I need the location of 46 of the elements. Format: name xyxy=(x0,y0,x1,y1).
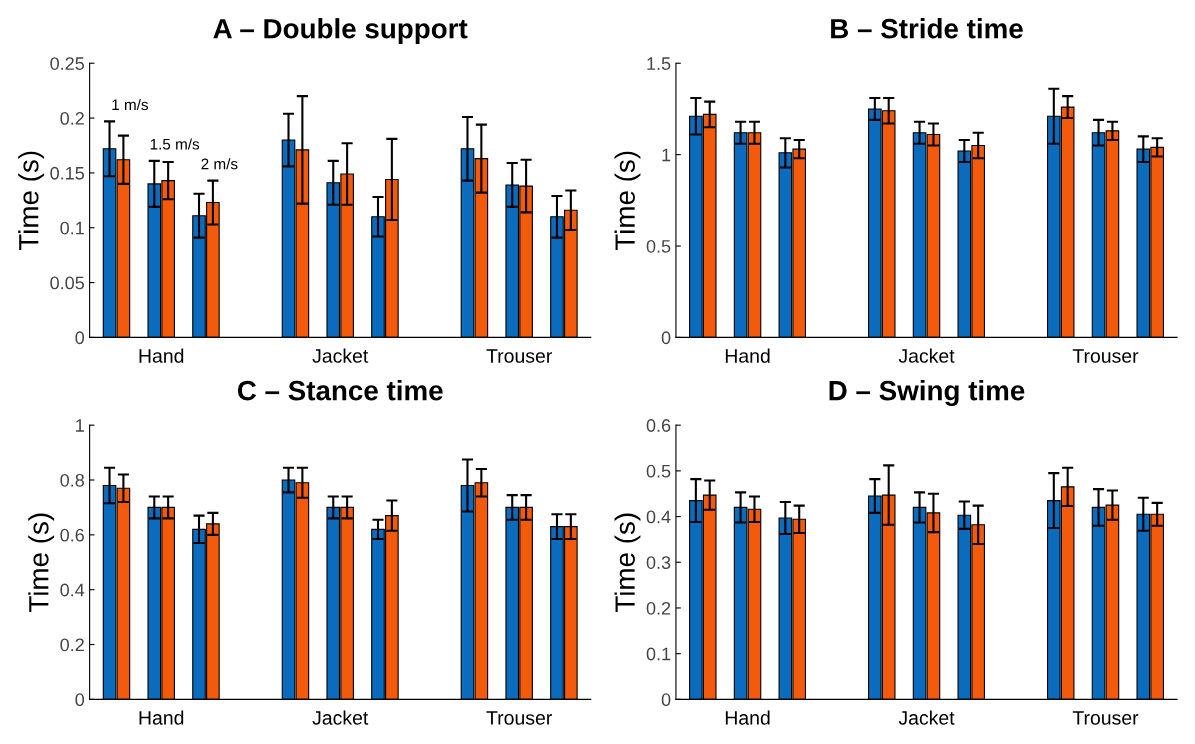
x-tick-label: Jacket xyxy=(312,348,369,363)
y-tick-label: 0 xyxy=(661,331,671,345)
y-tick-label: 0.8 xyxy=(60,473,84,487)
x-tick-label: Jacket xyxy=(312,710,369,725)
y-tick-label: 0 xyxy=(75,693,85,707)
chart-title: B – Stride time xyxy=(831,18,1023,39)
chart-title: A – Double support xyxy=(213,18,468,44)
y-axis-title: Time (s) xyxy=(28,513,55,613)
y-axis-title: Time (s) xyxy=(614,513,641,613)
y-tick-label: 0.15 xyxy=(50,166,85,180)
x-tick-label: Jacket xyxy=(898,348,955,363)
y-tick-label: 0.2 xyxy=(60,112,84,125)
y-tick-label: 0.5 xyxy=(646,239,671,253)
y-tick-label: 1 xyxy=(662,148,671,162)
y-tick-label: 1.5 xyxy=(647,57,671,70)
chart-title: C – Stance time xyxy=(237,380,443,401)
y-axis-title: Time (s) xyxy=(614,151,641,251)
y-tick-label: 0.5 xyxy=(646,464,671,478)
x-tick-label: Trouser xyxy=(486,349,552,363)
x-tick-label: Trouser xyxy=(1072,349,1139,363)
annotation: 2 m/s xyxy=(201,158,238,170)
x-tick-label: Hand xyxy=(139,348,184,363)
chart-title: D – Swing time xyxy=(829,380,1025,407)
y-tick-label: 0.6 xyxy=(60,528,84,542)
y-tick-label: 0.6 xyxy=(646,419,671,432)
y-tick-label: 0 xyxy=(75,331,85,345)
y-axis-title: Time (s) xyxy=(18,151,45,251)
y-tick-label: 0.2 xyxy=(60,638,84,652)
y-tick-label: 0.1 xyxy=(60,221,84,235)
y-tick-label: 0.4 xyxy=(646,510,671,524)
annotation: 1.5 m/s xyxy=(150,138,200,150)
y-tick-label: 0.3 xyxy=(646,556,671,569)
y-tick-label: 0.4 xyxy=(60,583,85,597)
x-tick-label: Hand xyxy=(725,348,770,363)
x-tick-label: Hand xyxy=(139,710,184,725)
annotation: 1 m/s xyxy=(112,98,149,111)
y-tick-label: 1 xyxy=(76,419,84,432)
y-tick-label: 0 xyxy=(661,693,671,707)
y-tick-label: 0.1 xyxy=(646,647,671,661)
x-tick-label: Trouser xyxy=(1072,711,1139,725)
y-tick-label: 0.05 xyxy=(50,276,85,290)
y-tick-label: 0.2 xyxy=(646,601,671,615)
y-tick-label: 0.25 xyxy=(50,57,85,70)
x-tick-label: Jacket xyxy=(898,710,955,725)
x-tick-label: Hand xyxy=(725,710,770,725)
x-tick-label: Trouser xyxy=(486,711,552,725)
